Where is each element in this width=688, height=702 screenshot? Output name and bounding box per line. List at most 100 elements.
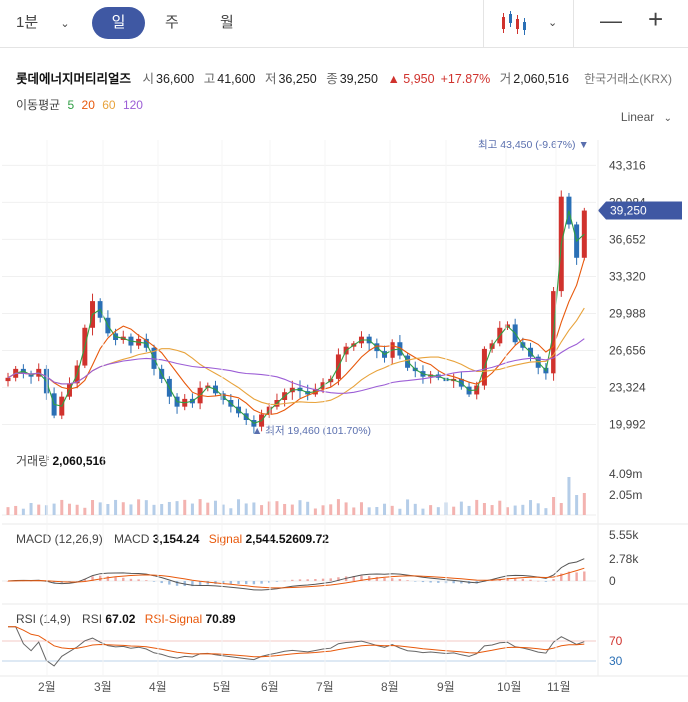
volume-bar — [167, 501, 171, 515]
macd-histogram-bar — [321, 578, 325, 581]
macd-histogram-bar — [291, 579, 294, 581]
volume-bar — [536, 503, 540, 515]
month-tick-label: 4월 — [149, 680, 167, 694]
macd-histogram-bar — [490, 580, 494, 581]
macd-histogram-bar — [367, 576, 371, 581]
macd-histogram-bar — [337, 577, 340, 581]
macd-histogram-bar — [513, 578, 517, 581]
ma-5: 5 — [67, 98, 75, 112]
volume-bar — [144, 500, 148, 515]
volume-bar — [175, 501, 179, 515]
volume-bar — [436, 507, 440, 515]
price-tick-label: 23,324 — [609, 381, 646, 395]
ma-label: 이동평균 — [16, 98, 61, 112]
volume-bar — [575, 495, 579, 515]
moving-average-legend[interactable]: 이동평균 5 20 60 120 — [16, 96, 147, 113]
volume-bar — [413, 503, 417, 515]
volume-bar — [237, 499, 241, 515]
macd-histogram-bar — [560, 573, 563, 581]
macd-histogram-bar — [137, 579, 140, 581]
candle-body — [5, 377, 11, 382]
chart-toolbar: 1분 ⌄ 일 주 월 ⌄ — + — [0, 0, 688, 48]
volume-bar — [244, 503, 248, 515]
macd-histogram-bar — [91, 576, 94, 581]
macd-histogram-bar — [391, 578, 394, 581]
volume-bar — [390, 505, 394, 515]
open-label: 시 — [142, 72, 155, 86]
volume-bar — [329, 504, 333, 515]
macd-histogram-bar — [544, 581, 548, 582]
macd-histogram-bar — [306, 579, 309, 581]
macd-label: MACD — [114, 532, 150, 546]
volume-bar — [475, 499, 479, 515]
chevron-down-icon[interactable]: ⌄ — [548, 17, 558, 29]
macd-histogram-bar — [529, 579, 532, 581]
zoom-out-button[interactable]: — — [600, 8, 622, 33]
month-tick-label: 3월 — [94, 680, 112, 694]
volume-bar — [498, 500, 502, 515]
macd-histogram-bar — [452, 581, 455, 584]
month-tick-label: 9월 — [437, 680, 455, 694]
volume-bar — [513, 505, 517, 515]
ma-20: 20 — [81, 98, 95, 112]
macd-histogram-bar — [352, 575, 355, 581]
macd-histogram-bar — [52, 581, 56, 583]
ma-120: 120 — [122, 98, 143, 112]
volume-bar — [313, 508, 317, 515]
volume-bar — [429, 505, 433, 515]
volume-bar — [290, 504, 294, 515]
price-tick-label: 19,992 — [609, 418, 646, 432]
tab-week[interactable]: 주 — [165, 14, 179, 31]
tab-month[interactable]: 월 — [220, 14, 234, 31]
volume-bar — [14, 505, 18, 515]
chart-type-button[interactable] — [500, 10, 528, 40]
volume-bar — [452, 506, 456, 515]
macd-histogram-bar — [268, 581, 271, 583]
volume-bar — [29, 502, 33, 515]
volume-bar — [267, 501, 271, 515]
macd-histogram-bar — [398, 579, 402, 581]
macd-histogram-bar — [245, 581, 248, 585]
volume-bar — [421, 508, 425, 515]
scale-mode-label: Linear — [620, 110, 655, 124]
ma-60: 60 — [102, 98, 116, 112]
macd-line — [7, 558, 585, 591]
volume-bar — [114, 499, 118, 515]
toolbar-divider — [483, 0, 484, 48]
current-price-tag — [598, 201, 682, 220]
stock-info: 롯데에너지머티리얼즈 시 36,600 고 41,600 저 36,250 종 39,2… — [16, 68, 575, 87]
macd-histogram-bar — [114, 577, 117, 581]
volume-bar — [213, 500, 217, 515]
volume-bar — [91, 500, 95, 515]
ma-20-line — [7, 258, 585, 416]
rsi-title: RSI (14,9) — [16, 612, 71, 626]
zoom-in-button[interactable]: + — [648, 4, 664, 34]
price-tick-label: 43,316 — [609, 158, 646, 172]
tab-day[interactable]: 일 — [92, 7, 145, 39]
scale-mode-select[interactable]: Linear ⌄ — [621, 110, 672, 124]
volume-bar — [221, 504, 225, 515]
low-label: 저 — [264, 72, 277, 86]
volume-bar — [75, 504, 79, 515]
volume-bar — [206, 502, 210, 515]
volume-tick-label: 2.05m — [609, 488, 642, 502]
macd-histogram-bar — [283, 580, 286, 582]
interval-select[interactable]: 1분 ⌄ — [16, 8, 70, 38]
macd-histogram-bar — [260, 581, 263, 584]
macd-histogram-bar — [567, 571, 571, 581]
macd-histogram-bar — [160, 581, 163, 584]
volume-bar — [183, 499, 187, 515]
price-tick-label: 36,652 — [609, 232, 646, 246]
change-pct: +17.87% — [440, 72, 491, 86]
volume-bar — [283, 503, 287, 515]
volume-bar — [298, 500, 302, 515]
chevron-down-icon: ⌄ — [663, 113, 672, 124]
volume-bar — [344, 502, 348, 515]
chevron-down-icon: ⌄ — [60, 18, 70, 30]
macd-histogram-bar — [537, 580, 540, 582]
volume-bar — [467, 505, 471, 515]
macd-histogram-bar — [437, 581, 440, 583]
macd-histogram-bar — [6, 581, 10, 582]
volume-bar — [582, 493, 586, 515]
